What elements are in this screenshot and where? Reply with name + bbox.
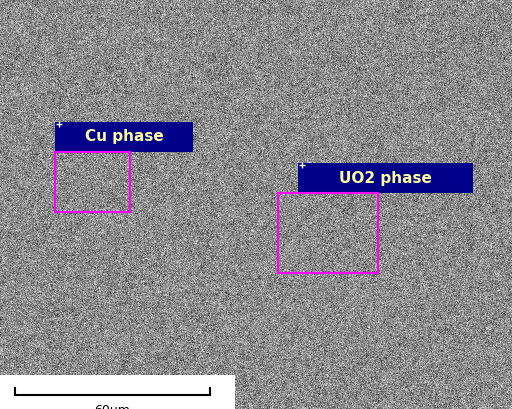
- Bar: [55, 122, 193, 152]
- Text: Cu phase: Cu phase: [84, 130, 163, 144]
- Bar: [0, 375, 235, 409]
- Text: 60μm: 60μm: [94, 404, 130, 409]
- Text: UO2 phase: UO2 phase: [339, 171, 432, 186]
- Bar: [55, 152, 130, 212]
- Bar: [298, 163, 473, 193]
- Bar: [278, 193, 378, 273]
